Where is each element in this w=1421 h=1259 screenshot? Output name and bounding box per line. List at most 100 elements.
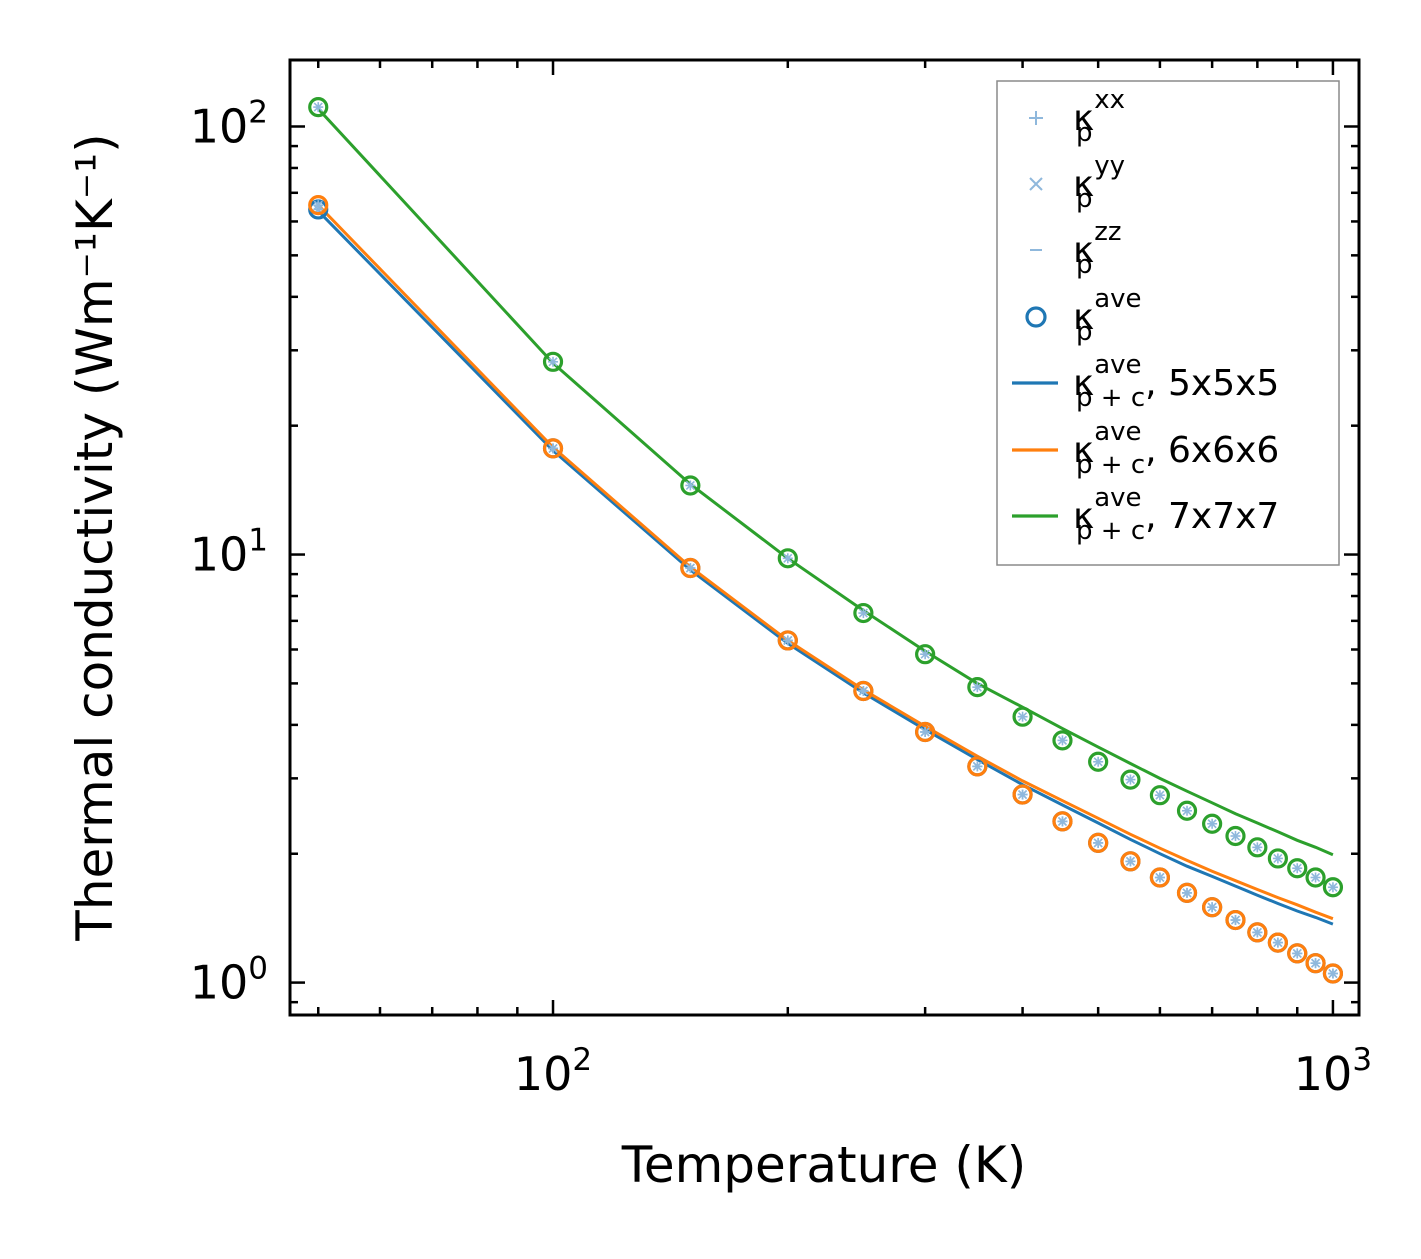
tick-labels: 102 103 100 101 102 — [190, 94, 1372, 1101]
legend-label-7: κave p + c, 7x7x7 — [1073, 483, 1279, 546]
x-axis-label: Temperature (K) — [621, 1136, 1026, 1194]
kyy-point — [548, 357, 558, 367]
kave-point-series-3 — [777, 548, 798, 569]
kyy-point — [1252, 927, 1262, 937]
kyy-point — [1310, 958, 1321, 968]
kyy-point — [1310, 872, 1321, 883]
series-line-1 — [317, 209, 1334, 926]
kave-point-series-2 — [542, 438, 564, 459]
kave-point-series-2 — [1287, 943, 1308, 964]
kave-point-series-2 — [777, 630, 798, 651]
major-ticks — [290, 60, 1359, 1015]
legend-frame — [996, 80, 1340, 566]
kave-point-series-2 — [1202, 897, 1223, 918]
kyy-point — [1018, 789, 1028, 800]
legend-label-3: κzz p — [1073, 217, 1122, 280]
kyy-point — [1125, 775, 1136, 785]
legend-label-6: κave p + c, 6x6x6 — [1073, 417, 1279, 480]
kyy-point — [1093, 838, 1103, 848]
kyy-point — [1273, 938, 1283, 948]
legend-marker-2 — [1029, 177, 1043, 191]
kyy-point — [1273, 853, 1283, 864]
kave-point-series-2 — [1176, 882, 1198, 904]
kave-point-series-2 — [1225, 909, 1246, 931]
kave-point-series-2 — [967, 756, 988, 777]
kyy-point — [313, 102, 323, 112]
kyy-point — [972, 682, 982, 692]
kyy-point — [1292, 863, 1302, 873]
kave-point-series-3 — [1305, 867, 1326, 888]
kyy-point — [1207, 819, 1217, 829]
x-tick-label: 102 — [514, 1042, 592, 1101]
kave-point-series-3 — [1176, 800, 1198, 821]
y-axis-label: Thermal conductivity (Wm⁻¹K⁻¹) — [66, 133, 124, 941]
kyy-point — [1155, 790, 1165, 800]
series-line-3 — [317, 107, 1334, 857]
kave-point-series-2 — [1088, 832, 1109, 854]
kyy-point — [1328, 968, 1338, 979]
kyy-point — [313, 200, 323, 210]
kave-point-series-3 — [967, 677, 988, 698]
kyy-point — [1207, 902, 1217, 912]
kave-point-series-3 — [1012, 706, 1033, 727]
series-lines — [317, 107, 1334, 926]
kave-point-series-3 — [1267, 848, 1288, 869]
y-tick-label: 101 — [190, 523, 268, 582]
kyy-point — [1093, 757, 1103, 767]
kave-point-series-3 — [1149, 785, 1171, 806]
kave-point-series-2 — [680, 557, 701, 579]
kave-point-series-2 — [1012, 784, 1033, 805]
y-tick-label: 100 — [190, 951, 268, 1010]
kyy-point — [685, 563, 695, 573]
kave-point-series-2 — [1052, 811, 1073, 832]
kave-point-series-2 — [1247, 922, 1268, 943]
kyy-point — [1125, 856, 1136, 866]
kave-point-series-3 — [1088, 751, 1109, 772]
legend-label-5: κave p + c, 5x5x5 — [1073, 350, 1279, 413]
kyy-point — [1018, 712, 1028, 722]
kave-point-series-3 — [542, 351, 564, 372]
kave-point-series-3 — [1322, 877, 1344, 898]
x-tick-label: 103 — [1294, 1042, 1372, 1101]
kave-point-series-2 — [1267, 932, 1288, 953]
kyy-point — [858, 686, 868, 696]
kave-point-series-2 — [853, 680, 874, 702]
kave-point-series-3 — [1052, 730, 1073, 751]
kave-point-series-2 — [1305, 953, 1326, 974]
kyy-point — [1155, 872, 1165, 883]
kyy-point — [920, 727, 930, 737]
kyy-point — [1057, 816, 1068, 826]
series-line-2 — [317, 204, 1334, 921]
kyy-point — [1328, 882, 1338, 892]
kyy-point — [858, 608, 868, 618]
kave-point-series-3 — [1287, 858, 1308, 879]
kave-point-series-2 — [1322, 963, 1344, 984]
kyy-point — [783, 553, 793, 563]
legend-label-1: κxx p — [1073, 85, 1125, 148]
kyy-point — [1252, 842, 1262, 852]
kave-point-series-3 — [1120, 769, 1141, 790]
kyy-point — [920, 649, 930, 659]
plot-frame — [288, 58, 1361, 1017]
legend-marker-4 — [1025, 306, 1047, 328]
legend-label-2: κyy p — [1073, 151, 1125, 214]
kave-point-series-3 — [1202, 813, 1223, 834]
kyy-point — [972, 761, 982, 771]
series-points — [308, 96, 1344, 984]
kave-point-series-2 — [915, 721, 936, 743]
kave-point-series-3 — [853, 602, 874, 624]
kave-point-series-2 — [1149, 867, 1171, 888]
kyy-point — [685, 480, 695, 491]
kyy-point — [783, 635, 793, 645]
kyy-point — [1230, 915, 1241, 925]
kave-point-series-2 — [308, 195, 329, 216]
kyy-point — [1230, 831, 1241, 841]
kave-point-series-3 — [1225, 825, 1246, 847]
kyy-point — [1182, 806, 1192, 816]
legend-label-4: κave p — [1073, 284, 1142, 347]
kave-point-series-3 — [308, 96, 329, 118]
kyy-point — [1057, 735, 1068, 745]
